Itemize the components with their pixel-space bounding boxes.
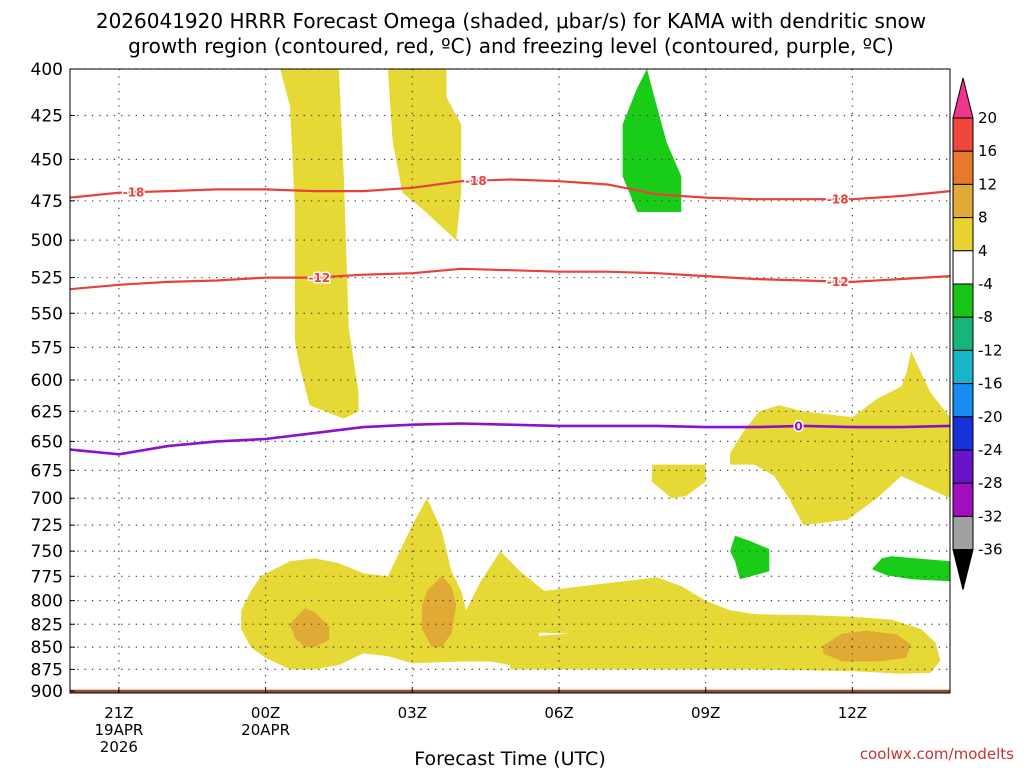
colorbar-tick-label: -4 [978,275,993,293]
y-tick-label: 875 [31,660,63,680]
colorbar-tick-label: 16 [978,142,997,160]
colorbar-segment [952,150,974,185]
contour-minus18 [70,178,950,201]
contour-label-minus18: -18 [465,174,487,188]
colorbar-top-arrow [952,77,974,119]
terrain-bar [70,689,950,693]
colorbar-segment [952,515,974,551]
y-tick-label: 825 [31,615,63,635]
plot-frame [69,68,951,694]
y-tick-label: 450 [31,150,63,170]
omega-region-yellow-bottom-left [241,498,941,674]
x-tick-label: 21Z [104,704,133,722]
colorbar-tick-label: -12 [978,341,1003,359]
contour-minus12 [70,267,950,291]
colorbar-segment [952,416,974,451]
x-tick-label: 12Z [838,704,867,722]
omega-region-yellow-mid-right [730,351,951,526]
colorbar-tick-label: -8 [978,308,993,326]
colorbar-segment [952,383,974,418]
y-tick-label: 725 [31,516,63,536]
y-tick-label: 425 [31,107,63,127]
x-tick-label: 06Z [544,704,573,722]
colorbar-segment [952,482,974,517]
y-tick-label: 775 [31,567,63,587]
y-tick-label: 700 [31,489,63,509]
colorbar-segment [952,250,974,285]
chart-title-line1: 2026041920 HRRR Forecast Omega (shaded, … [96,9,926,33]
x-tick-label: 2026 [100,738,138,756]
x-tick-label: 19APR [94,721,143,739]
colorbar-segment [952,183,974,219]
contour-label-zero: 0 [794,420,802,434]
contour-zero [70,422,950,456]
y-tick-label: 675 [31,461,63,481]
contour-label-minus18: -18 [123,186,145,200]
colorbar-segment [952,349,974,385]
y-tick-label: 625 [31,402,63,422]
contour-label-minus18: -18 [827,193,849,207]
colorbar-tick-label: -24 [978,441,1003,459]
x-axis-label: Forecast Time (UTC) [414,748,605,768]
x-tick-label: 00Z [251,704,280,722]
y-tick-label: 400 [31,60,63,80]
colorbar-segment [952,449,974,484]
contours: -18 -18 -18 -12 -12 0 [70,173,950,456]
contour-label-minus12: -12 [827,275,849,289]
omega-region-yellow-small-mid [651,464,706,499]
colorbar-segment [952,283,974,318]
y-tick-label: 750 [31,542,63,562]
omega-region-green-upper [622,69,682,212]
colorbar-tick-label: -16 [978,375,1003,393]
colorbar-tick-label: -20 [978,408,1003,426]
y-tick-label: 800 [31,592,63,612]
colorbar-bottom-arrow [952,549,974,590]
omega-shading [241,69,951,674]
colorbar-tick-label: 4 [978,242,988,260]
colorbar-tick-label: -36 [978,541,1003,559]
omega-region-orange-2 [422,576,457,648]
colorbar-segment [952,316,974,351]
omega-region-green-mid [730,535,770,580]
omega-region-green-right [872,556,951,582]
y-tick-label: 525 [31,269,63,289]
colorbar-tick-label: 8 [978,209,988,227]
chart-title-line2: growth region (contoured, red, ºC) and f… [128,34,894,58]
colorbar-tick-label: -28 [978,474,1003,492]
y-tick-label: 575 [31,338,63,358]
x-tick-label: 20APR [241,721,290,739]
x-tick-label: 03Z [398,704,427,722]
y-tick-label: 650 [31,432,63,452]
y-tick-label: 475 [31,192,63,212]
y-axis: 400 425 450 475 500 525 550 575 600 625 650 675 700 7… [31,60,75,702]
colorbar-tick-label: -32 [978,507,1003,525]
colorbar-segment [952,117,974,152]
colorbar: 20 16 12 8 4 -4 -8 -12 -16 -20 -24 -28 -32 -36 [952,77,1003,590]
omega-region-orange-1 [290,608,330,648]
omega-region-orange-3 [823,630,912,662]
y-tick-label: 900 [31,682,63,702]
y-tick-label: 600 [31,371,63,391]
colorbar-segment [952,217,974,252]
x-tick-label: 09Z [691,704,720,722]
colorbar-tick-label: 12 [978,175,997,193]
colorbar-tick-label: 20 [978,109,997,127]
omega-region-yellow-upper [387,69,462,241]
omega-region-yellow-column [280,69,359,419]
credit-text: coolwx.com/modelts [860,745,1014,763]
contour-label-minus12: -12 [309,271,331,285]
y-tick-label: 850 [31,638,63,658]
y-tick-label: 550 [31,304,63,324]
y-tick-label: 500 [31,231,63,251]
